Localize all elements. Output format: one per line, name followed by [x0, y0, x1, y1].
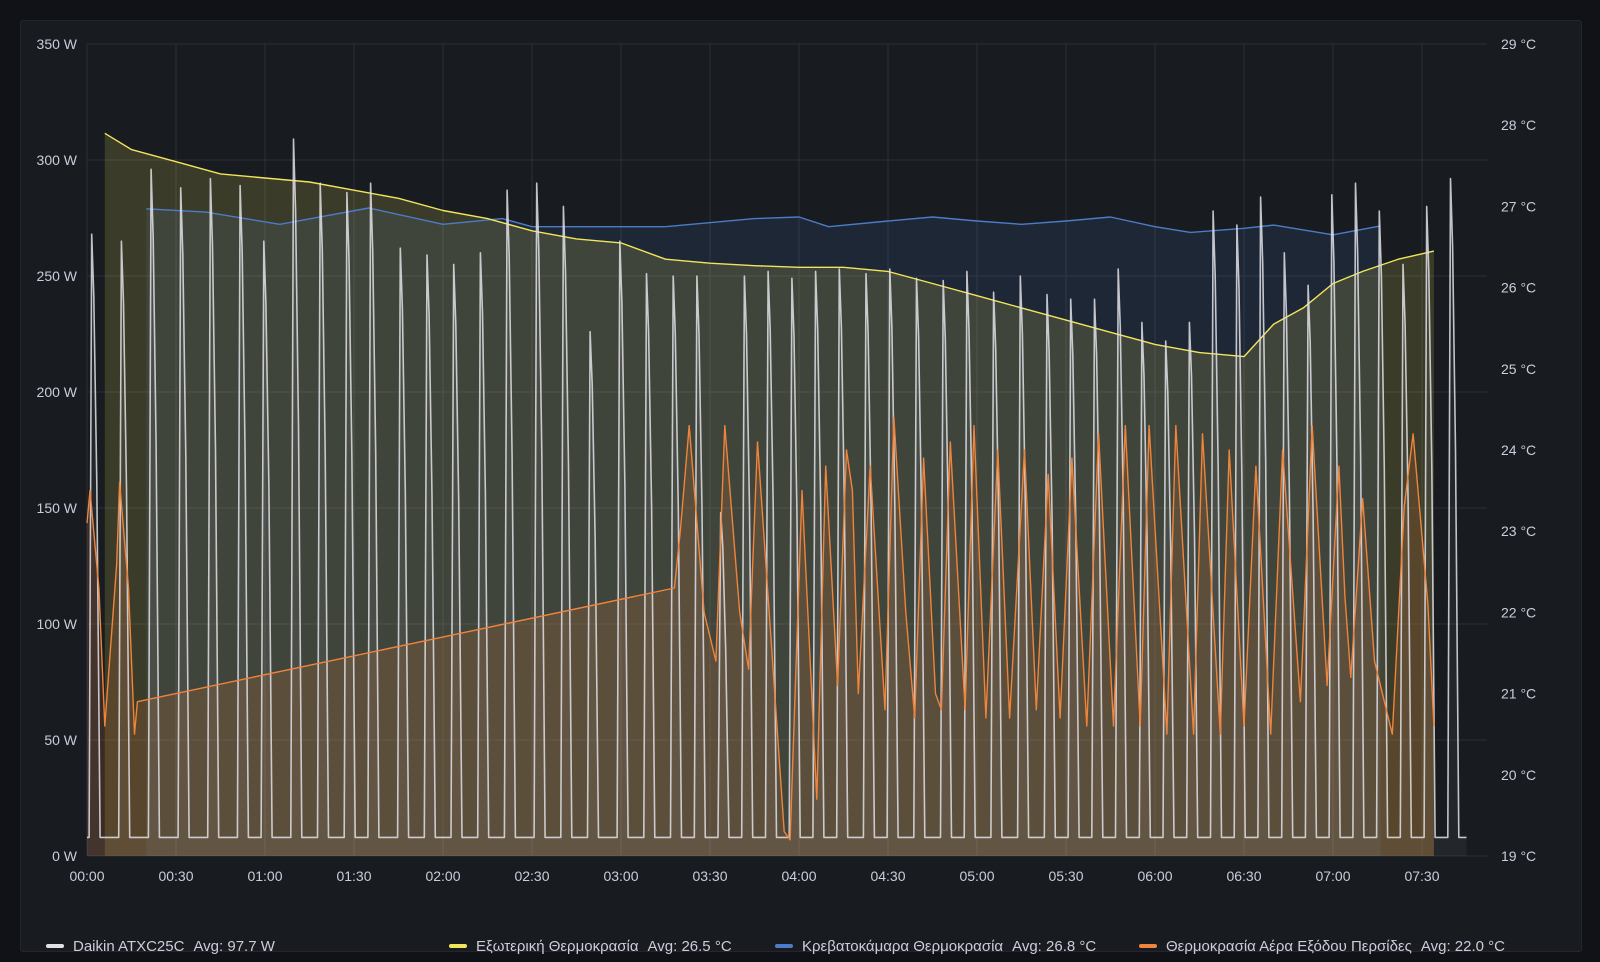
x-tick-label: 02:00 — [425, 868, 460, 884]
series-line — [87, 138, 1467, 839]
y2-tick-label: 28 °C — [1501, 117, 1536, 133]
legend-swatch-bedroom-temp — [775, 944, 793, 948]
y2-tick-label: 21 °C — [1501, 686, 1536, 702]
legend-avg-outlet-air-temp: Avg: 22.0 °C — [1420, 937, 1505, 955]
legend-item-daikin[interactable]: Daikin ATXC25C Avg: 97.7 W — [46, 936, 275, 956]
y2-tick-label: 24 °C — [1501, 442, 1536, 458]
x-tick-label: 03:00 — [603, 868, 638, 884]
x-tick-label: 03:30 — [692, 868, 727, 884]
x-tick-label: 06:00 — [1137, 868, 1172, 884]
x-tick-label: 01:30 — [336, 868, 371, 884]
chart-panel: 0 W 50 W 100 W 150 W 200 W 250 W 300 W 350 W 19… — [20, 20, 1582, 955]
y-axis-left-labels: 0 W 50 W 100 W 150 W 200 W 250 W 300 W 350 W — [37, 36, 78, 864]
legend-item-bedroom-temp[interactable]: Κρεβατοκάμαρα Θερμοκρασία Avg: 26.8 °C — [775, 936, 1096, 956]
x-tick-label: 05:00 — [959, 868, 994, 884]
legend-label-outlet-air-temp: Θερμοκρασία Αέρα Εξόδου Περσίδες — [1166, 937, 1412, 955]
x-tick-label: 07:30 — [1404, 868, 1439, 884]
x-tick-label: 04:30 — [870, 868, 905, 884]
x-tick-label: 00:30 — [158, 868, 193, 884]
y2-tick-label: 27 °C — [1501, 198, 1536, 214]
y2-tick-label: 22 °C — [1501, 604, 1536, 620]
y-tick-label: 50 W — [44, 732, 77, 748]
y-tick-label: 200 W — [37, 384, 78, 400]
legend-label-outdoor-temp: Εξωτερική Θερμοκρασία — [476, 937, 639, 955]
y-tick-label: 100 W — [37, 616, 78, 632]
y-tick-label: 150 W — [37, 500, 78, 516]
x-tick-label: 06:30 — [1226, 868, 1261, 884]
x-tick-label: 04:00 — [781, 868, 816, 884]
time-series-chart: 0 W 50 W 100 W 150 W 200 W 250 W 300 W 350 W 19… — [37, 36, 1537, 884]
y2-tick-label: 26 °C — [1501, 280, 1536, 296]
legend-avg-bedroom-temp: Avg: 26.8 °C — [1012, 937, 1097, 955]
legend-swatch-daikin — [46, 944, 64, 948]
x-tick-label: 01:00 — [247, 868, 282, 884]
y-tick-label: 0 W — [52, 848, 78, 864]
x-tick-label: 05:30 — [1048, 868, 1083, 884]
legend-avg-daikin: Avg: 97.7 W — [193, 937, 275, 955]
series-fill — [87, 139, 1467, 857]
series-lines — [86, 132, 1467, 841]
series-fill — [87, 417, 1434, 856]
y2-tick-label: 23 °C — [1501, 523, 1536, 539]
legend-avg-outdoor-temp: Avg: 26.5 °C — [647, 937, 732, 955]
x-tick-label: 02:30 — [514, 868, 549, 884]
x-tick-label: 07:00 — [1315, 868, 1350, 884]
series-line — [86, 416, 1435, 841]
y2-tick-label: 19 °C — [1501, 848, 1536, 864]
y-axis-right-labels: 19 °C 20 °C 21 °C 22 °C 23 °C 24 °C 25 °C 26 °C… — [1501, 36, 1536, 864]
y-tick-label: 250 W — [37, 268, 78, 284]
y2-tick-label: 25 °C — [1501, 361, 1536, 377]
series-line — [146, 207, 1381, 236]
y2-tick-label: 20 °C — [1501, 767, 1536, 783]
legend-label-daikin: Daikin ATXC25C — [73, 937, 185, 955]
legend-item-outdoor-temp[interactable]: Εξωτερική Θερμοκρασία Avg: 26.5 °C — [449, 936, 732, 956]
legend-item-outlet-air-temp[interactable]: Θερμοκρασία Αέρα Εξόδου Περσίδες Avg: 22… — [1139, 936, 1505, 956]
y2-tick-label: 29 °C — [1501, 36, 1536, 52]
y-tick-label: 350 W — [37, 36, 78, 52]
legend-swatch-outlet-air-temp — [1139, 944, 1157, 948]
legend-swatch-outdoor-temp — [449, 944, 467, 948]
y-tick-label: 300 W — [37, 152, 78, 168]
legend-label-bedroom-temp: Κρεβατοκάμαρα Θερμοκρασία — [802, 937, 1004, 955]
x-axis-labels: 00:00 00:30 01:00 01:30 02:00 02:30 03:00 03:30… — [69, 868, 1439, 884]
x-tick-label: 00:00 — [69, 868, 104, 884]
